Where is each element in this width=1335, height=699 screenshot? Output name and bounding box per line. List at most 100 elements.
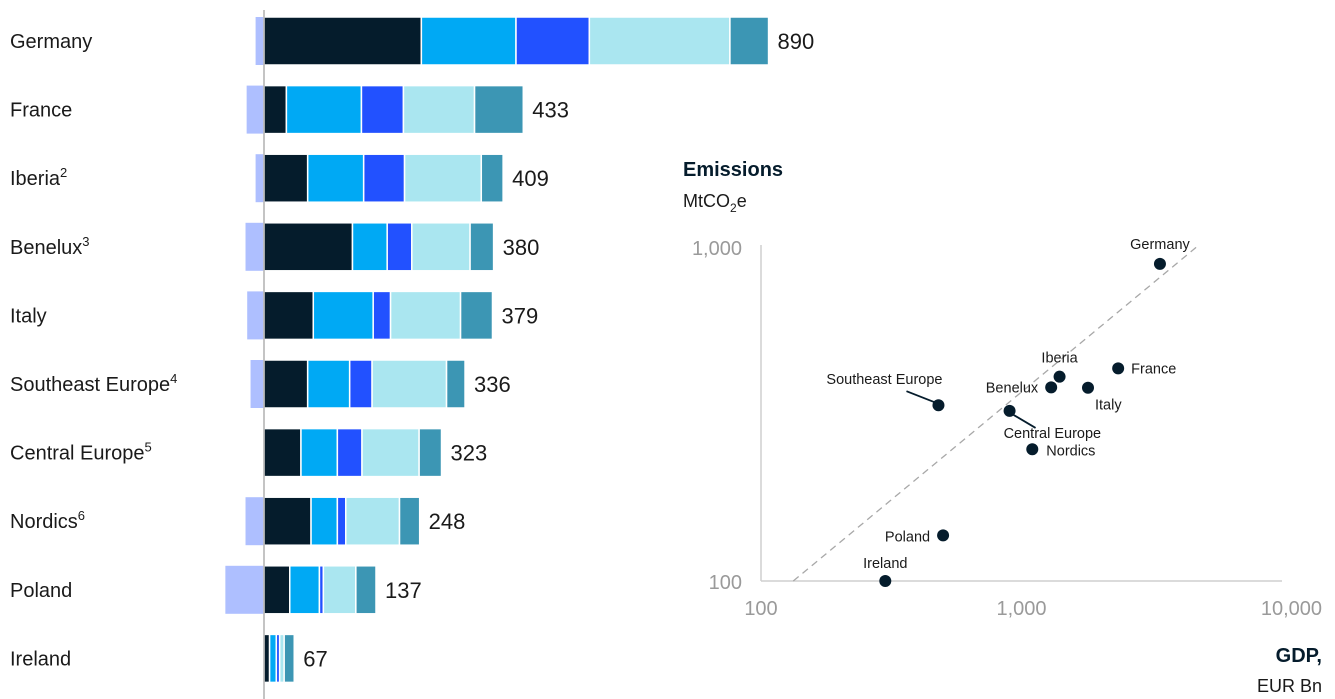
- scatter-point-germany: [1153, 257, 1166, 270]
- bar-segment-central-europe-1: [263, 427, 302, 478]
- category-label-benelux: Benelux3: [10, 234, 90, 259]
- x-tick-label-1: 1,000: [996, 598, 1046, 620]
- bar-negative-germany: [255, 17, 264, 65]
- bar-segment-nordics-4: [345, 496, 401, 546]
- scatter-point-benelux: [1045, 381, 1058, 394]
- bar-negative-france: [246, 85, 264, 134]
- bar-segment-iberia-3: [362, 153, 406, 203]
- scatter-label-benelux: Benelux: [986, 380, 1039, 396]
- scatter-label-nordics: Nordics: [1046, 443, 1095, 459]
- bar-segment-nordics-5: [398, 496, 421, 546]
- bar-segment-southeast-europe-3: [348, 359, 373, 409]
- bar-segment-france-3: [360, 84, 405, 135]
- scatter-y-title: Emissions: [683, 159, 783, 181]
- bar-segment-central-europe-2: [300, 427, 339, 478]
- total-label-iberia: 409: [512, 166, 549, 191]
- bar-segment-iberia-5: [480, 153, 504, 203]
- category-label-italy: Italy: [10, 305, 47, 327]
- bar-segment-poland-4: [322, 565, 357, 615]
- total-label-ireland: 67: [303, 646, 327, 671]
- bar-segment-southeast-europe-2: [306, 359, 351, 409]
- scatter-point-italy: [1081, 381, 1094, 394]
- bar-segment-germany-1: [263, 16, 423, 66]
- scatter-label-central-europe: Central Europe: [1004, 426, 1102, 442]
- scatter-x-title: GDP,: [1276, 645, 1322, 667]
- bar-segment-italy-5: [459, 290, 494, 341]
- total-label-southeast-europe: 336: [474, 372, 511, 397]
- bar-segment-benelux-4: [411, 222, 471, 272]
- scatter-point-southeast-europe: [932, 399, 945, 412]
- bar-segment-southeast-europe-1: [263, 359, 309, 409]
- bar-segment-germany-2: [420, 16, 517, 66]
- total-label-france: 433: [532, 98, 569, 123]
- scatter-label-poland: Poland: [885, 529, 930, 545]
- bar-segment-iberia-4: [403, 153, 483, 203]
- bar-segment-benelux-5: [469, 222, 495, 272]
- scatter-point-france: [1112, 362, 1125, 375]
- bar-segment-france-4: [402, 84, 476, 135]
- bar-negative-italy: [247, 291, 264, 340]
- scatter-point-nordics: [1026, 443, 1039, 456]
- scatter-point-iberia: [1053, 370, 1066, 383]
- bar-segment-italy-3: [372, 290, 392, 341]
- scatter-point-ireland: [879, 575, 892, 587]
- scatter-label-germany: Germany: [1130, 237, 1190, 253]
- bar-segment-central-europe-3: [336, 427, 363, 478]
- scatter-label-italy: Italy: [1095, 398, 1122, 414]
- bar-negative-benelux: [245, 222, 264, 271]
- category-label-france: France: [10, 100, 72, 122]
- bar-negative-iberia: [255, 154, 264, 203]
- scatter-label-france: France: [1131, 361, 1176, 377]
- bar-segment-iberia-2: [306, 153, 365, 203]
- bar-segment-ireland-2: [268, 633, 278, 684]
- scatter-point-central-europe: [1003, 404, 1016, 417]
- bar-segment-italy-2: [312, 290, 374, 341]
- bar-segment-italy-1: [263, 290, 315, 341]
- bar-segment-poland-1: [263, 565, 291, 615]
- bar-segment-nordics-3: [336, 496, 347, 546]
- total-label-nordics: 248: [429, 509, 466, 534]
- bar-segment-iberia-1: [263, 153, 309, 203]
- scatter-y-unit: MtCO2e: [683, 191, 747, 215]
- trend-line: [792, 246, 1197, 582]
- category-label-germany: Germany: [10, 31, 92, 53]
- bar-segment-germany-3: [515, 16, 591, 66]
- bar-segment-central-europe-5: [418, 427, 443, 478]
- y-tick-label-0: 1,000: [692, 238, 742, 260]
- bar-segment-poland-2: [289, 565, 321, 615]
- bar-negative-southeast-europe: [250, 360, 264, 408]
- bar-segment-benelux-3: [386, 222, 413, 272]
- bar-segment-benelux-2: [351, 222, 388, 272]
- bar-segment-southeast-europe-4: [371, 359, 448, 409]
- category-label-poland: Poland: [10, 580, 72, 602]
- leader-line-southeast-europe: [906, 390, 935, 404]
- bar-segment-france-5: [473, 84, 525, 135]
- x-tick-label-2: 10,000: [1261, 598, 1322, 620]
- scatter-label-iberia: Iberia: [1041, 351, 1078, 367]
- y-tick-label-1: 100: [709, 572, 742, 594]
- category-label-central-europe: Central Europe5: [10, 440, 152, 465]
- bar-segment-nordics-1: [263, 496, 312, 546]
- total-label-poland: 137: [385, 578, 422, 603]
- bar-segment-france-2: [285, 84, 363, 135]
- category-label-southeast-europe: Southeast Europe4: [10, 371, 177, 396]
- total-label-benelux: 380: [503, 235, 540, 260]
- bar-segment-poland-5: [355, 565, 377, 615]
- scatter-label-southeast-europe: Southeast Europe: [826, 372, 942, 388]
- scatter-label-ireland: Ireland: [863, 556, 907, 572]
- bar-negative-poland: [225, 565, 264, 614]
- total-label-italy: 379: [501, 303, 538, 328]
- bar-segment-france-1: [263, 84, 288, 135]
- bar-segment-benelux-1: [263, 222, 354, 272]
- bar-segment-southeast-europe-5: [445, 359, 466, 409]
- bar-negative-nordics: [245, 497, 264, 546]
- total-label-central-europe: 323: [451, 441, 488, 466]
- bar-segment-ireland-1: [263, 633, 271, 684]
- total-label-germany: 890: [778, 29, 815, 54]
- bar-segment-italy-4: [389, 290, 462, 341]
- bar-segment-central-europe-4: [361, 427, 420, 478]
- scatter-point-poland: [937, 529, 950, 542]
- category-label-ireland: Ireland: [10, 648, 71, 670]
